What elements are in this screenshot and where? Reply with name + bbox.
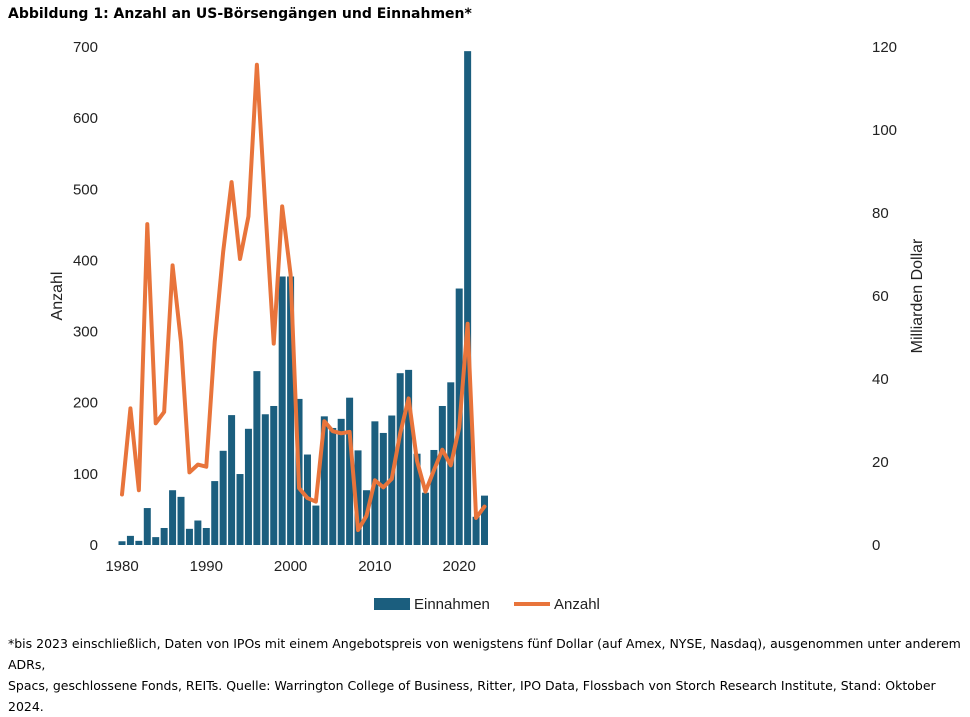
footnote: *bis 2023 einschließlich, Daten von IPOs… [8, 633, 968, 717]
ipo-chart: 0 100 200 300 400 500 600 700 0 20 40 60 80 100 120 1… [0, 0, 970, 630]
left-tick-0: 0 [90, 537, 98, 554]
bar-einnahmen-1998 [270, 406, 277, 545]
bar-einnahmen-2014 [405, 370, 412, 545]
bar-einnahmen-1995 [245, 429, 252, 545]
bar-einnahmen-1981 [127, 536, 134, 545]
right-tick-60: 60 [872, 288, 889, 305]
bar-einnahmen-1988 [186, 529, 193, 545]
bar-einnahmen-1999 [279, 277, 286, 546]
bar-einnahmen-1982 [135, 541, 142, 545]
bar-einnahmen-1986 [169, 490, 176, 545]
left-tick-100: 100 [73, 466, 98, 483]
x-tick-1980: 1980 [105, 558, 138, 575]
right-axis-ticks: 0 20 40 60 80 100 120 [872, 39, 897, 554]
bar-einnahmen-1989 [194, 521, 201, 545]
bar-einnahmen-1980 [119, 541, 126, 545]
x-tick-2010: 2010 [358, 558, 391, 575]
bar-einnahmen-1983 [144, 508, 151, 545]
right-axis-label: Milliarden Dollar [909, 238, 926, 353]
bar-einnahmen-2006 [338, 419, 345, 545]
bar-einnahmen-2021 [464, 51, 471, 545]
left-tick-700: 700 [73, 39, 98, 56]
right-tick-40: 40 [872, 371, 889, 388]
bar-einnahmen-2023 [481, 496, 488, 545]
bar-einnahmen-2013 [397, 373, 404, 545]
footnote-line-2: Spacs, geschlossene Fonds, REITs. Quelle… [8, 675, 968, 717]
left-tick-300: 300 [73, 324, 98, 341]
bar-einnahmen-1993 [228, 415, 235, 545]
footnote-line-1: *bis 2023 einschließlich, Daten von IPOs… [8, 633, 968, 675]
left-axis-ticks: 0 100 200 300 400 500 600 700 [73, 39, 98, 554]
bar-einnahmen-1990 [203, 528, 210, 545]
left-axis-label: Anzahl [49, 272, 66, 321]
legend-label-anzahl: Anzahl [554, 596, 600, 613]
left-tick-500: 500 [73, 181, 98, 198]
x-tick-2020: 2020 [443, 558, 476, 575]
bar-einnahmen-2003 [312, 506, 319, 545]
left-tick-400: 400 [73, 252, 98, 269]
x-axis-ticks: 1980 1990 2000 2010 2020 [105, 558, 476, 575]
bar-einnahmen-1994 [237, 474, 244, 545]
left-tick-200: 200 [73, 395, 98, 412]
bar-einnahmen-1984 [152, 537, 159, 545]
legend-label-einnahmen: Einnahmen [414, 596, 490, 613]
right-tick-120: 120 [872, 39, 897, 56]
right-tick-80: 80 [872, 205, 889, 222]
bar-einnahmen-1991 [211, 481, 218, 545]
bar-einnahmen-2005 [329, 428, 336, 545]
bar-einnahmen-2022 [473, 517, 480, 545]
count-line [122, 65, 484, 530]
bar-einnahmen-1997 [262, 414, 269, 545]
x-tick-2000: 2000 [274, 558, 307, 575]
left-tick-600: 600 [73, 110, 98, 127]
bar-einnahmen-1985 [161, 528, 168, 545]
right-tick-20: 20 [872, 454, 889, 471]
right-tick-100: 100 [872, 122, 897, 139]
bar-einnahmen-1992 [220, 451, 227, 545]
bar-einnahmen-1996 [253, 371, 260, 545]
bar-einnahmen-1987 [178, 497, 185, 545]
bar-einnahmen-2018 [439, 406, 446, 545]
right-tick-0: 0 [872, 537, 880, 554]
legend-swatch-einnahmen [374, 598, 410, 610]
legend: Einnahmen Anzahl [374, 596, 600, 613]
x-tick-1990: 1990 [190, 558, 223, 575]
bar-einnahmen-2016 [422, 493, 429, 545]
